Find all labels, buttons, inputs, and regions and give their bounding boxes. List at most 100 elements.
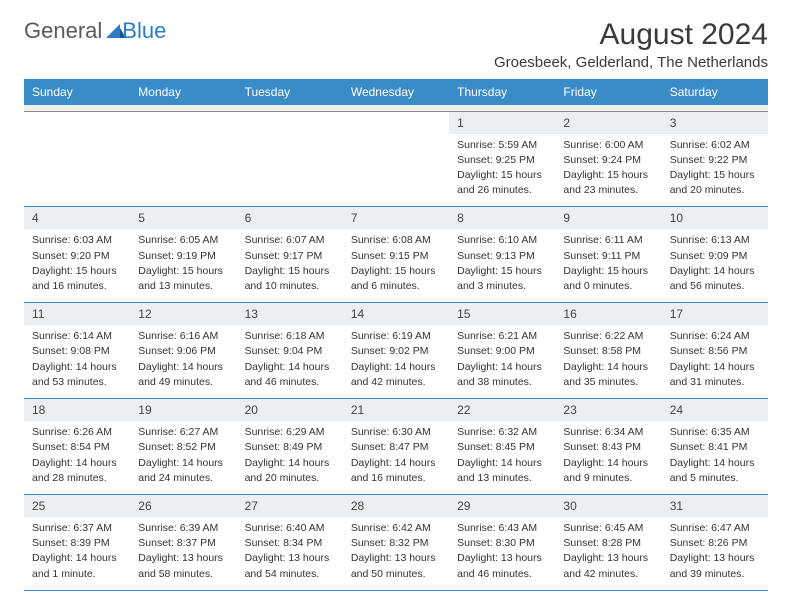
- date-cell: 15: [449, 303, 555, 326]
- day-data-cell: [130, 134, 236, 207]
- day-data-cell: Sunrise: 6:29 AMSunset: 8:49 PMDaylight:…: [237, 421, 343, 494]
- daylight-text: Daylight: 14 hours and 38 minutes.: [457, 360, 547, 390]
- daylight-text: Daylight: 14 hours and 56 minutes.: [670, 264, 760, 294]
- week-0-data: Sunrise: 5:59 AMSunset: 9:25 PMDaylight:…: [24, 134, 768, 207]
- weekday-header-thursday: Thursday: [449, 79, 555, 105]
- sunrise-text: Sunrise: 6:19 AM: [351, 329, 441, 344]
- date-cell: [24, 111, 130, 134]
- daylight-text: Daylight: 14 hours and 53 minutes.: [32, 360, 122, 390]
- daylight-text: Daylight: 15 hours and 23 minutes.: [563, 168, 653, 198]
- daylight-text: Daylight: 14 hours and 31 minutes.: [670, 360, 760, 390]
- daylight-text: Daylight: 13 hours and 42 minutes.: [563, 551, 653, 581]
- sunset-text: Sunset: 8:28 PM: [563, 536, 653, 551]
- sunset-text: Sunset: 9:17 PM: [245, 249, 335, 264]
- daylight-text: Daylight: 15 hours and 6 minutes.: [351, 264, 441, 294]
- week-3-data: Sunrise: 6:26 AMSunset: 8:54 PMDaylight:…: [24, 421, 768, 494]
- day-data-cell: Sunrise: 6:10 AMSunset: 9:13 PMDaylight:…: [449, 229, 555, 302]
- date-cell: 19: [130, 399, 236, 422]
- date-cell: 29: [449, 495, 555, 518]
- date-cell: 16: [555, 303, 661, 326]
- sunrise-text: Sunrise: 6:42 AM: [351, 521, 441, 536]
- day-data-cell: Sunrise: 6:26 AMSunset: 8:54 PMDaylight:…: [24, 421, 130, 494]
- sunrise-text: Sunrise: 6:26 AM: [32, 425, 122, 440]
- date-cell: 9: [555, 207, 661, 230]
- sunrise-text: Sunrise: 6:13 AM: [670, 233, 760, 248]
- brand-logo: General Blue: [24, 18, 166, 44]
- sunset-text: Sunset: 8:47 PM: [351, 440, 441, 455]
- sunset-text: Sunset: 9:06 PM: [138, 344, 228, 359]
- sunrise-text: Sunrise: 6:08 AM: [351, 233, 441, 248]
- date-cell: 17: [662, 303, 768, 326]
- date-cell: 28: [343, 495, 449, 518]
- week-2-data: Sunrise: 6:14 AMSunset: 9:08 PMDaylight:…: [24, 325, 768, 398]
- daylight-text: Daylight: 14 hours and 13 minutes.: [457, 456, 547, 486]
- sunrise-text: Sunrise: 6:00 AM: [563, 138, 653, 153]
- sunset-text: Sunset: 9:24 PM: [563, 153, 653, 168]
- day-data-cell: Sunrise: 5:59 AMSunset: 9:25 PMDaylight:…: [449, 134, 555, 207]
- sunset-text: Sunset: 9:09 PM: [670, 249, 760, 264]
- day-data-cell: Sunrise: 6:39 AMSunset: 8:37 PMDaylight:…: [130, 517, 236, 590]
- sunrise-text: Sunrise: 6:22 AM: [563, 329, 653, 344]
- sunrise-text: Sunrise: 6:30 AM: [351, 425, 441, 440]
- day-data-cell: Sunrise: 6:47 AMSunset: 8:26 PMDaylight:…: [662, 517, 768, 590]
- day-data-cell: Sunrise: 6:40 AMSunset: 8:34 PMDaylight:…: [237, 517, 343, 590]
- day-data-cell: Sunrise: 6:14 AMSunset: 9:08 PMDaylight:…: [24, 325, 130, 398]
- sunrise-text: Sunrise: 6:47 AM: [670, 521, 760, 536]
- daylight-text: Daylight: 15 hours and 10 minutes.: [245, 264, 335, 294]
- daylight-text: Daylight: 14 hours and 28 minutes.: [32, 456, 122, 486]
- sunset-text: Sunset: 9:02 PM: [351, 344, 441, 359]
- daylight-text: Daylight: 14 hours and 20 minutes.: [245, 456, 335, 486]
- daylight-text: Daylight: 13 hours and 54 minutes.: [245, 551, 335, 581]
- sunrise-text: Sunrise: 6:24 AM: [670, 329, 760, 344]
- day-data-cell: Sunrise: 6:35 AMSunset: 8:41 PMDaylight:…: [662, 421, 768, 494]
- date-cell: 8: [449, 207, 555, 230]
- sunset-text: Sunset: 9:04 PM: [245, 344, 335, 359]
- day-data-cell: Sunrise: 6:00 AMSunset: 9:24 PMDaylight:…: [555, 134, 661, 207]
- date-cell: 18: [24, 399, 130, 422]
- sunset-text: Sunset: 8:34 PM: [245, 536, 335, 551]
- sunset-text: Sunset: 8:26 PM: [670, 536, 760, 551]
- daylight-text: Daylight: 13 hours and 50 minutes.: [351, 551, 441, 581]
- sunrise-text: Sunrise: 5:59 AM: [457, 138, 547, 153]
- date-cell: 6: [237, 207, 343, 230]
- sunset-text: Sunset: 9:13 PM: [457, 249, 547, 264]
- day-data-cell: Sunrise: 6:03 AMSunset: 9:20 PMDaylight:…: [24, 229, 130, 302]
- daylight-text: Daylight: 14 hours and 35 minutes.: [563, 360, 653, 390]
- sunrise-text: Sunrise: 6:40 AM: [245, 521, 335, 536]
- daylight-text: Daylight: 13 hours and 46 minutes.: [457, 551, 547, 581]
- weekday-header-friday: Friday: [555, 79, 661, 105]
- day-data-cell: Sunrise: 6:13 AMSunset: 9:09 PMDaylight:…: [662, 229, 768, 302]
- day-data-cell: Sunrise: 6:42 AMSunset: 8:32 PMDaylight:…: [343, 517, 449, 590]
- sunset-text: Sunset: 8:49 PM: [245, 440, 335, 455]
- week-4-dates: 25262728293031: [24, 495, 768, 518]
- sunrise-text: Sunrise: 6:27 AM: [138, 425, 228, 440]
- date-cell: 10: [662, 207, 768, 230]
- day-data-cell: Sunrise: 6:32 AMSunset: 8:45 PMDaylight:…: [449, 421, 555, 494]
- daylight-text: Daylight: 15 hours and 20 minutes.: [670, 168, 760, 198]
- sunrise-text: Sunrise: 6:32 AM: [457, 425, 547, 440]
- sunset-text: Sunset: 9:00 PM: [457, 344, 547, 359]
- day-data-cell: [343, 134, 449, 207]
- day-data-cell: Sunrise: 6:21 AMSunset: 9:00 PMDaylight:…: [449, 325, 555, 398]
- sunset-text: Sunset: 8:45 PM: [457, 440, 547, 455]
- daylight-text: Daylight: 14 hours and 24 minutes.: [138, 456, 228, 486]
- sunset-text: Sunset: 8:37 PM: [138, 536, 228, 551]
- date-cell: 4: [24, 207, 130, 230]
- date-cell: 26: [130, 495, 236, 518]
- week-2-dates: 11121314151617: [24, 303, 768, 326]
- day-data-cell: Sunrise: 6:30 AMSunset: 8:47 PMDaylight:…: [343, 421, 449, 494]
- brand-part2: Blue: [122, 18, 166, 44]
- daylight-text: Daylight: 14 hours and 46 minutes.: [245, 360, 335, 390]
- week-4-data: Sunrise: 6:37 AMSunset: 8:39 PMDaylight:…: [24, 517, 768, 590]
- daylight-text: Daylight: 15 hours and 13 minutes.: [138, 264, 228, 294]
- sunset-text: Sunset: 9:19 PM: [138, 249, 228, 264]
- weekday-header-tuesday: Tuesday: [237, 79, 343, 105]
- date-cell: 20: [237, 399, 343, 422]
- brand-part1: General: [24, 18, 102, 44]
- date-cell: 31: [662, 495, 768, 518]
- sunrise-text: Sunrise: 6:14 AM: [32, 329, 122, 344]
- date-cell: 21: [343, 399, 449, 422]
- page-header: General Blue August 2024 Groesbeek, Geld…: [24, 18, 768, 71]
- day-data-cell: Sunrise: 6:05 AMSunset: 9:19 PMDaylight:…: [130, 229, 236, 302]
- sunset-text: Sunset: 9:15 PM: [351, 249, 441, 264]
